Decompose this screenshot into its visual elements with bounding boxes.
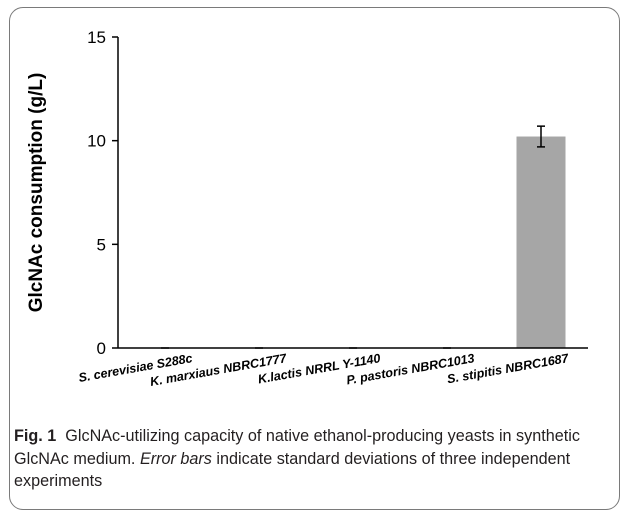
y-tick-label: 15 (87, 28, 106, 47)
error-bars-group (161, 125, 545, 349)
figure-caption: Fig. 1 GlcNAc-utilizing capacity of nati… (14, 425, 614, 493)
y-tick-label: 5 (97, 235, 106, 254)
y-axis-label: GlcNAc consumption (g/L) (26, 73, 47, 313)
figure-number: Fig. 1 (14, 427, 57, 445)
y-ticks-group: 0 5 10 15 (87, 28, 118, 358)
y-tick-label: 10 (87, 132, 106, 151)
caption-italic: Error bars (139, 449, 212, 468)
caption-text: GlcNAc-utilizing capacity of native etha… (14, 427, 580, 468)
bars-group (516, 136, 566, 348)
caption-text-end: indicate standard deviations of three in… (14, 449, 571, 491)
bar (516, 136, 566, 348)
y-tick-label: 0 (97, 339, 106, 358)
figure-frame (9, 7, 620, 510)
